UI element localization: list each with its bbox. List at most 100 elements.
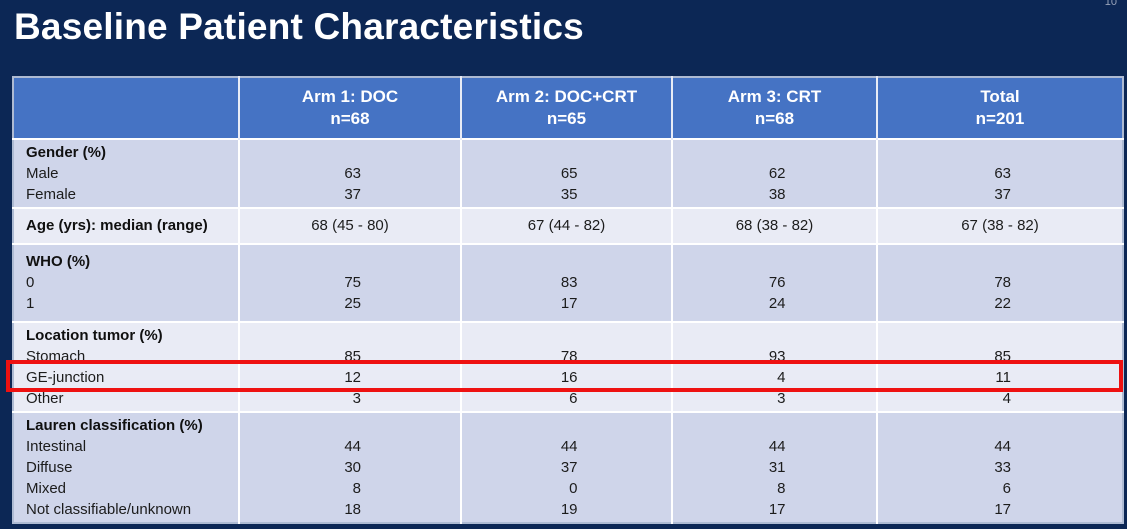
group-label-cell: Location tumor (%) Stomach GE-junction O… xyxy=(13,321,239,412)
value-cell: 78 22 xyxy=(876,243,1123,322)
value-text: 78 xyxy=(560,348,578,365)
group-label-cell: WHO (%) 0 1 xyxy=(13,243,239,322)
value-cell: 44 37 0 19 xyxy=(460,411,672,523)
value-cell: 93 4 3 xyxy=(671,321,877,412)
value-text: 3 xyxy=(777,390,786,407)
value-line: 37 xyxy=(240,184,460,205)
value-line: 31 xyxy=(673,457,876,478)
value-line: 83 xyxy=(462,272,671,293)
value-line: 4 xyxy=(878,388,1122,409)
spacer xyxy=(878,142,1122,163)
value-line: 8 xyxy=(673,478,876,499)
value-text: 65 xyxy=(560,165,578,182)
spacer xyxy=(240,142,460,163)
header-empty-cell xyxy=(13,77,239,139)
value-line: 38 xyxy=(673,184,876,205)
value-line: 24 xyxy=(673,293,876,314)
header-arm2: Arm 2: DOC+CRT n=65 xyxy=(460,77,672,139)
spacer xyxy=(878,325,1122,346)
group-label-cell: Age (yrs): median (range) xyxy=(13,207,239,244)
value-line: 22 xyxy=(878,293,1122,314)
value-cell: 68 (38 - 82) xyxy=(671,207,877,244)
value-text: 0 xyxy=(569,480,578,497)
value-text: 6 xyxy=(569,390,578,407)
spacer xyxy=(878,251,1122,272)
value-text: 44 xyxy=(560,438,578,455)
row-label: Not classifiable/unknown xyxy=(26,501,192,518)
value-text: 78 xyxy=(994,274,1011,291)
value-cell: 68 (45 - 80) xyxy=(238,207,461,244)
value-line: 6 xyxy=(878,478,1122,499)
value-line: 12 xyxy=(240,367,460,388)
group-label: Location tumor (%) xyxy=(26,327,163,344)
value-text: 25 xyxy=(344,295,361,312)
spacer xyxy=(673,251,876,272)
spacer xyxy=(462,251,671,272)
spacer xyxy=(240,325,460,346)
value-line: 11 xyxy=(878,367,1122,388)
value-cell: 83 17 xyxy=(460,243,672,322)
value-cell: 78 16 6 xyxy=(460,321,672,412)
spacer xyxy=(878,415,1122,436)
row-label: Female xyxy=(26,186,77,203)
value-line: 30 xyxy=(240,457,460,478)
value-cell: 75 25 xyxy=(238,243,461,322)
value-line: 63 xyxy=(878,163,1122,184)
value-line: 67 (44 - 82) xyxy=(527,217,606,234)
row-group-gender: Gender (%) Male Female 63 37 65 35 62 38 xyxy=(13,138,1123,208)
value-line: 44 xyxy=(240,436,460,457)
value-line: 85 xyxy=(878,346,1122,367)
value-text: 37 xyxy=(560,459,578,476)
value-line: 75 xyxy=(240,272,460,293)
value-line: 17 xyxy=(673,499,876,520)
row-label-ge-junction: GE-junction xyxy=(26,369,105,386)
value-text: 17 xyxy=(560,295,578,312)
header-arm1: Arm 1: DOC n=68 xyxy=(238,77,461,139)
row-group-lauren: Lauren classification (%) Intestinal Dif… xyxy=(13,411,1123,523)
value-text: 24 xyxy=(768,295,786,312)
value-cell: 63 37 xyxy=(876,138,1123,208)
value-line: 78 xyxy=(878,272,1122,293)
value-text: 44 xyxy=(994,438,1011,455)
header-total-n: n=201 xyxy=(975,109,1025,128)
value-line: 3 xyxy=(240,388,460,409)
row-label: Stomach xyxy=(26,348,86,365)
group-label: Lauren classification (%) xyxy=(26,417,203,434)
value-text: 8 xyxy=(777,480,786,497)
header-arm3: Arm 3: CRT n=68 xyxy=(671,77,877,139)
value-cell: 76 24 xyxy=(671,243,877,322)
row-label: Mixed xyxy=(26,480,67,497)
header-arm3-n: n=68 xyxy=(754,109,795,128)
value-cell: 67 (44 - 82) xyxy=(460,207,672,244)
value-text: 75 xyxy=(344,274,361,291)
value-text: 30 xyxy=(344,459,361,476)
row-label: 1 xyxy=(26,295,35,312)
value-text: 12 xyxy=(344,369,361,386)
slide-title: Baseline Patient Characteristics xyxy=(14,6,584,47)
value-line: 68 (38 - 82) xyxy=(735,217,814,234)
value-line: 17 xyxy=(878,499,1122,520)
value-text: 22 xyxy=(994,295,1011,312)
value-line: 44 xyxy=(462,436,671,457)
spacer xyxy=(462,142,671,163)
value-line: 33 xyxy=(878,457,1122,478)
value-line: 37 xyxy=(462,457,671,478)
value-line: 65 xyxy=(462,163,671,184)
value-text: 35 xyxy=(560,186,578,203)
value-text: 3 xyxy=(352,390,361,407)
value-cell: 63 37 xyxy=(238,138,461,208)
value-text: 16 xyxy=(560,369,578,386)
value-text: 33 xyxy=(994,459,1011,476)
value-text: 63 xyxy=(994,165,1011,182)
header-arm3-label: Arm 3: CRT xyxy=(727,87,822,106)
row-label: Intestinal xyxy=(26,438,87,455)
group-label: Age (yrs): median (range) xyxy=(26,217,208,234)
value-line: 35 xyxy=(462,184,671,205)
value-line: 85 xyxy=(240,346,460,367)
value-line: 63 xyxy=(240,163,460,184)
header-total-label: Total xyxy=(980,87,1020,106)
value-line: 0 xyxy=(462,478,671,499)
value-line: 93 xyxy=(673,346,876,367)
header-arm2-n: n=65 xyxy=(546,109,587,128)
